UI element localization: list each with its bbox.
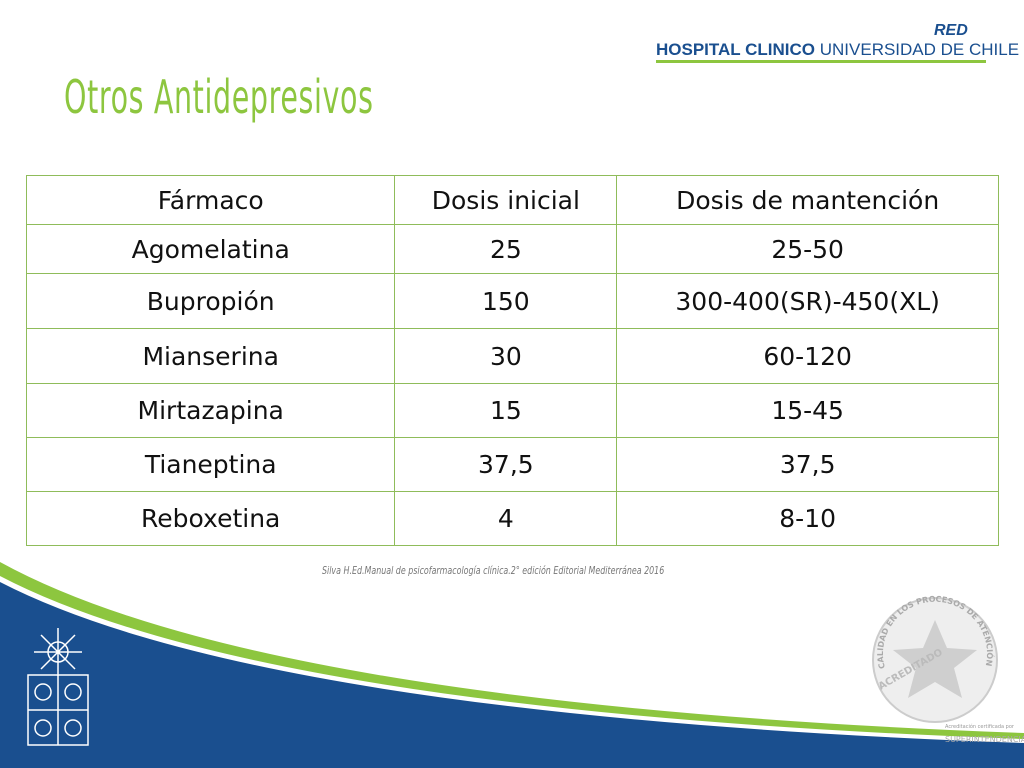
table-cell: Mianserina [25,328,396,384]
table-row: Bupropión 150 300-400(SR)-450(XL) [25,273,999,329]
blue-band [0,582,1024,768]
table-cell: 15-45 [616,383,999,438]
table-cell: 150 [394,273,618,329]
table-row: Reboxetina 4 8-10 [25,491,999,546]
network-logo: RED [934,22,968,39]
crest [27,628,89,746]
table-cell: 25 [394,224,618,274]
hospital-bold: HOSPITAL CLINICO [656,40,815,59]
table-cell: Reboxetina [25,491,396,546]
table-cell: Mirtazapina [25,383,396,438]
table-cell: Agomelatina [25,224,396,274]
hospital-rest: UNIVERSIDAD DE CHILE [819,40,1020,59]
badge-certified: Acreditación certificada por [945,723,1015,730]
table-row: Agomelatina 25 25-50 [25,224,999,274]
dose-table: Fármaco Dosis inicial Dosis de mantención A… [25,175,999,546]
citation: Silva H.Ed.Manual de psicofarmacología c… [322,564,665,577]
table-cell: 25-50 [616,224,999,274]
table-cell: 30 [394,328,618,384]
table-cell: Dosis de mantención [616,175,999,225]
table-cell: 300-400(SR)-450(XL) [616,273,999,329]
table-row: Mirtazapina 15 15-45 [25,383,999,438]
table-cell: 37,5 [394,437,618,492]
badge-agency: SUPERINTENDENCIA DE SALUD [945,735,1024,744]
table-cell: 8-10 [616,491,999,546]
table-cell: 60-120 [616,328,999,384]
table-cell: Fármaco [25,175,396,225]
table-row: Tianeptina 37,5 37,5 [25,437,999,492]
table-cell: Bupropión [25,273,396,329]
table-cell: 37,5 [616,437,999,492]
table-cell: Tianeptina [25,437,396,492]
header-row: Fármaco Dosis inicial Dosis de mantención [25,175,999,225]
slide-title: Otros Antidepresivos [64,70,374,124]
table-cell: 4 [394,491,618,546]
table-cell: Dosis inicial [394,175,618,225]
table-row: Mianserina 30 60-120 [25,328,999,384]
hospital-logo: HOSPITAL CLINICO UNIVERSIDAD DE CHILE [656,40,1019,60]
logo-underline [656,60,986,63]
table-cell: 15 [394,383,618,438]
